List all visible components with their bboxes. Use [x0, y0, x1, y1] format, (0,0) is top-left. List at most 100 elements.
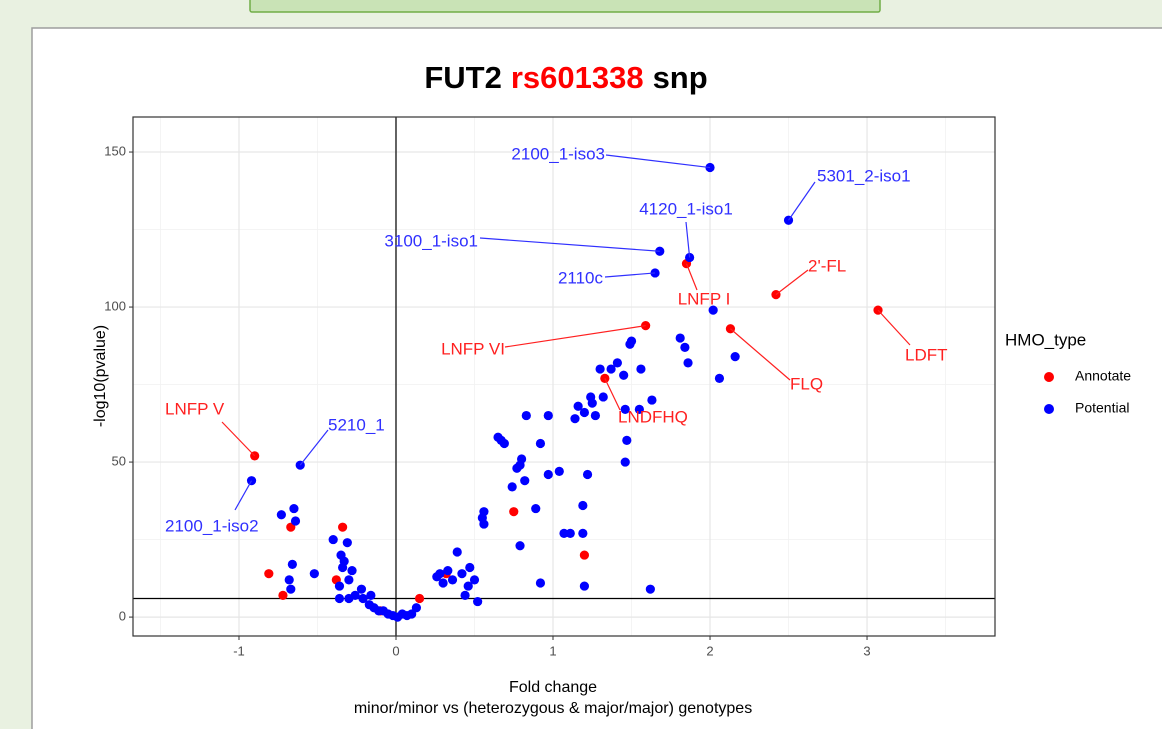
point [358, 593, 368, 604]
point [578, 500, 588, 511]
x-tick-label: 3 [863, 643, 870, 658]
legend-label: Potential [1075, 400, 1129, 416]
x-tick-label: -1 [233, 643, 245, 658]
point [509, 507, 519, 517]
point [622, 435, 632, 445]
legend-marker [1044, 372, 1054, 382]
point [469, 575, 480, 585]
point [636, 364, 646, 374]
title-part: FUT2 [424, 60, 502, 95]
point [595, 364, 605, 374]
point [366, 590, 376, 600]
point [338, 522, 348, 532]
x-tick-label: 1 [549, 643, 556, 658]
label-leader [479, 237, 660, 252]
label-leader [877, 309, 911, 346]
point [582, 469, 593, 480]
point [570, 414, 580, 424]
label-leader [234, 480, 253, 511]
point [289, 503, 299, 514]
point [579, 581, 590, 591]
point [479, 519, 489, 529]
point [680, 342, 690, 352]
label-leader [604, 378, 621, 411]
label-leader [775, 269, 809, 296]
title-part: rs601338 [511, 60, 644, 95]
point [606, 364, 616, 374]
label-leader [299, 429, 329, 466]
point [287, 559, 297, 569]
x-axis-label-2: minor/minor vs (heterozygous & major/maj… [354, 700, 752, 717]
point [620, 404, 630, 414]
point [443, 565, 453, 576]
y-tick-label: 0 [119, 609, 126, 624]
label-leader [685, 221, 691, 258]
chart-title: FUT2 rs601338 snp [424, 60, 707, 95]
point [730, 352, 740, 362]
point [447, 575, 458, 585]
y-tick-label: 100 [104, 298, 126, 313]
point [473, 596, 483, 607]
point-label: 4120_1-iso1 [639, 199, 733, 218]
point [356, 584, 367, 594]
plot-border [132, 116, 996, 637]
point [517, 454, 527, 464]
point [535, 438, 546, 449]
point [465, 562, 475, 573]
point [521, 410, 531, 421]
point [334, 581, 345, 591]
label-leader [221, 421, 256, 457]
point [620, 457, 630, 467]
point-label: FLQ [790, 374, 823, 393]
point [543, 410, 553, 421]
point [460, 590, 470, 600]
label-leader [504, 325, 646, 348]
point [344, 575, 354, 585]
label-leader [685, 263, 698, 291]
point-label: LNFP I [678, 289, 731, 308]
y-tick-label: 50 [112, 454, 126, 469]
point-label: 3100_1-iso1 [384, 231, 478, 250]
point [328, 534, 338, 545]
point [284, 575, 294, 585]
legend-marker [1044, 404, 1054, 414]
point-label: LNDFHQ [618, 407, 688, 426]
label-leader [788, 181, 816, 221]
point [338, 562, 348, 573]
point [675, 333, 685, 343]
legend-label: Annotate [1075, 368, 1131, 384]
point [411, 603, 422, 613]
point-label: 5210_1 [328, 415, 385, 434]
top-bar [249, 0, 881, 13]
point [435, 569, 445, 579]
point-label: 2100_1-iso3 [511, 144, 605, 163]
point [264, 569, 274, 579]
point [578, 528, 588, 538]
label-leader [730, 328, 791, 381]
label-leader [605, 154, 711, 169]
point [347, 565, 357, 576]
point [565, 528, 575, 538]
point [647, 395, 657, 405]
label-leader [604, 272, 656, 278]
point [520, 476, 530, 486]
point-label: LDFT [905, 345, 948, 364]
point [463, 581, 473, 591]
legend-title: HMO_type [1005, 330, 1086, 349]
x-axis-label: Fold change [509, 679, 597, 696]
x-tick-label: 0 [392, 643, 399, 658]
point [479, 507, 489, 517]
point [543, 469, 553, 480]
point [587, 398, 597, 408]
point-label: 2'-FL [808, 256, 846, 275]
point [554, 466, 564, 476]
point [655, 246, 665, 256]
point [452, 547, 462, 557]
point [626, 336, 637, 346]
point [619, 370, 629, 380]
point [683, 358, 693, 368]
y-tick-label: 150 [104, 143, 126, 158]
point [573, 401, 583, 411]
